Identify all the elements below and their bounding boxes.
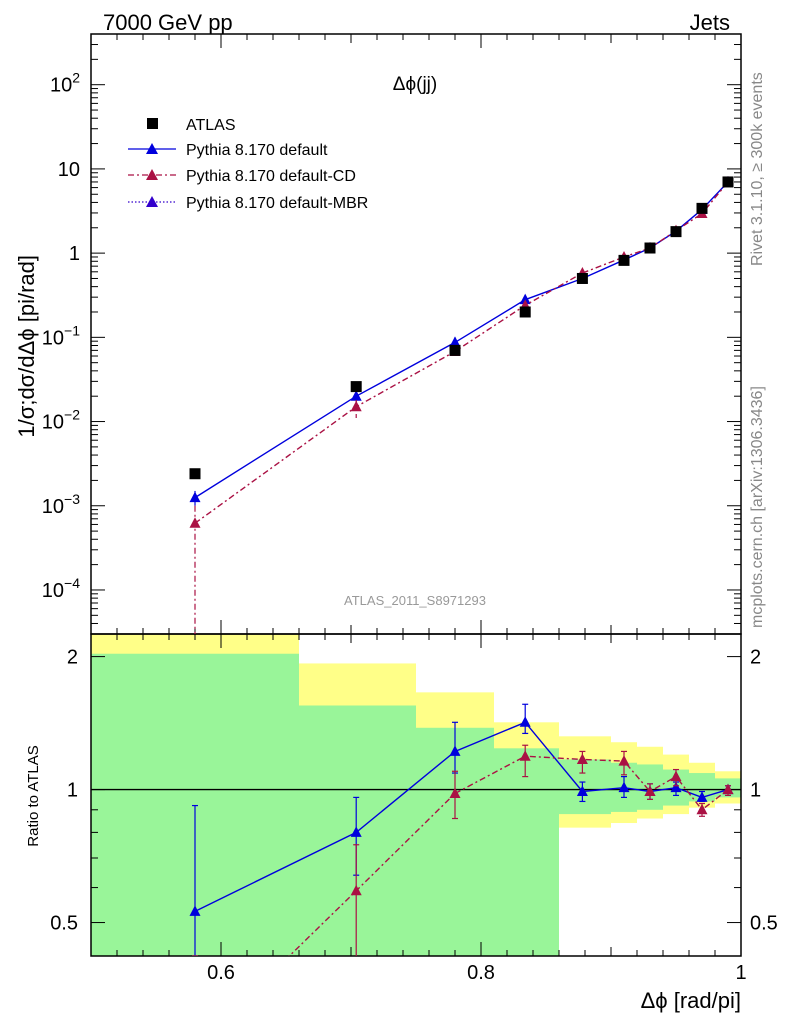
x-tick-label: 0.8: [467, 962, 495, 984]
ratio-marker-1: [670, 770, 682, 782]
main-marker-1: [350, 400, 362, 412]
ratio-marker-0: [696, 791, 708, 802]
ratio-marker-1: [618, 755, 630, 766]
band-green-4: [559, 759, 611, 815]
y-main-tick-label: 1: [69, 243, 80, 265]
atlas-data-point: [519, 306, 531, 318]
main-line-0: [194, 181, 729, 499]
ratio-marker-1: [722, 783, 734, 795]
ratio-marker-1: [644, 785, 656, 797]
atlas-data-point: [189, 468, 201, 480]
atlas-data-point: [618, 254, 630, 266]
ratio-marker-0: [576, 785, 588, 797]
atlas-data-point: [722, 176, 734, 188]
ratio-marker-0: [618, 781, 630, 793]
atlas-data-point: [644, 242, 656, 254]
ratio-series-layer: [189, 703, 734, 956]
main-marker-0: [519, 293, 531, 305]
legend-label-atlas: ATLAS: [186, 117, 236, 134]
legend: ATLAS Pythia 8.170 default Pythia 8.170 …: [128, 117, 368, 212]
chart-title: Δϕ(jj): [393, 74, 437, 95]
mcplots-reference-label: mcplots.cern.ch [arXiv:1306.3436]: [749, 386, 766, 628]
axis-tick-labels: 0.6 0.8 1 102 10 1 10−1 10−2 10−3 10−4 2 2 1 1 0.5 0.5: [42, 70, 778, 984]
header-energy-label: 7000 GeV pp: [103, 10, 233, 35]
y-main-tick-label: 10−4: [42, 575, 80, 602]
y-main-tick-label: 10−3: [42, 491, 80, 518]
main-marker-1: [189, 517, 201, 528]
x-tick-label: 0.6: [207, 962, 235, 984]
y-ratio-tick-label-left: 0.5: [50, 913, 78, 935]
legend-marker-atlas: [147, 118, 158, 129]
ratio-marker-1: [449, 787, 461, 798]
legend-marker-cd: [146, 169, 158, 180]
y-ratio-tick-label-right: 2: [750, 647, 761, 669]
ratio-marker-1: [350, 884, 362, 896]
y-main-tick-label: 10−2: [42, 407, 80, 434]
ratio-line-1: [288, 755, 729, 956]
ratio-marker-0: [350, 826, 362, 837]
atlas-data-point: [576, 272, 588, 284]
ratio-marker-0: [670, 781, 682, 793]
main-marker-0: [449, 336, 461, 347]
atlas-data-point: [350, 381, 362, 393]
atlas-data-point: [449, 344, 461, 356]
ratio-marker-1: [519, 750, 531, 761]
main-marker-0: [189, 491, 201, 503]
ratio-marker-0: [449, 745, 461, 756]
axis-ticks: [90, 33, 742, 956]
legend-label-default: Pythia 8.170 default: [186, 142, 328, 159]
legend-label-cd: Pythia 8.170 default-CD: [186, 168, 356, 185]
watermark-analysis-id: ATLAS_2011_S8971293: [344, 593, 486, 608]
atlas-data-point: [670, 226, 682, 238]
x-tick-label: 1: [735, 962, 746, 984]
atlas-data-point: [696, 202, 708, 214]
y-ratio-tick-label-left: 1: [67, 780, 78, 802]
y-axis-label-ratio: Ratio to ATLAS: [25, 745, 42, 846]
ratio-marker-1: [696, 803, 708, 815]
legend-marker-default: [146, 143, 158, 154]
y-main-tick-label: 10−1: [42, 322, 80, 349]
ratio-marker-1: [576, 753, 588, 764]
ratio-bands: [91, 634, 741, 956]
data-points-layer: [189, 176, 734, 480]
x-axis-label: Δϕ [rad/pi]: [641, 988, 741, 1013]
main-line-1: [194, 181, 729, 524]
ratio-marker-0: [519, 716, 531, 727]
y-ratio-tick-label-right: 0.5: [750, 913, 778, 935]
ratio-marker-0: [189, 905, 201, 916]
y-main-tick-label: 102: [50, 70, 80, 97]
y-axis-label-main: 1/σ;dσ/dΔϕ [pi/rad]: [14, 255, 39, 438]
ratio-panel-frame: [90, 633, 742, 957]
header-jets-label: Jets: [690, 10, 730, 35]
main-marker-0: [350, 390, 362, 401]
legend-label-mbr: Pythia 8.170 default-MBR: [186, 195, 368, 212]
y-main-tick-label: 10: [58, 159, 80, 181]
y-ratio-tick-label-left: 2: [67, 647, 78, 669]
legend-marker-mbr: [146, 196, 158, 207]
band-green-3: [494, 748, 559, 956]
y-ratio-tick-label-right: 1: [750, 780, 761, 802]
rivet-version-label: Rivet 3.1.10, ≥ 300k events: [749, 72, 766, 266]
